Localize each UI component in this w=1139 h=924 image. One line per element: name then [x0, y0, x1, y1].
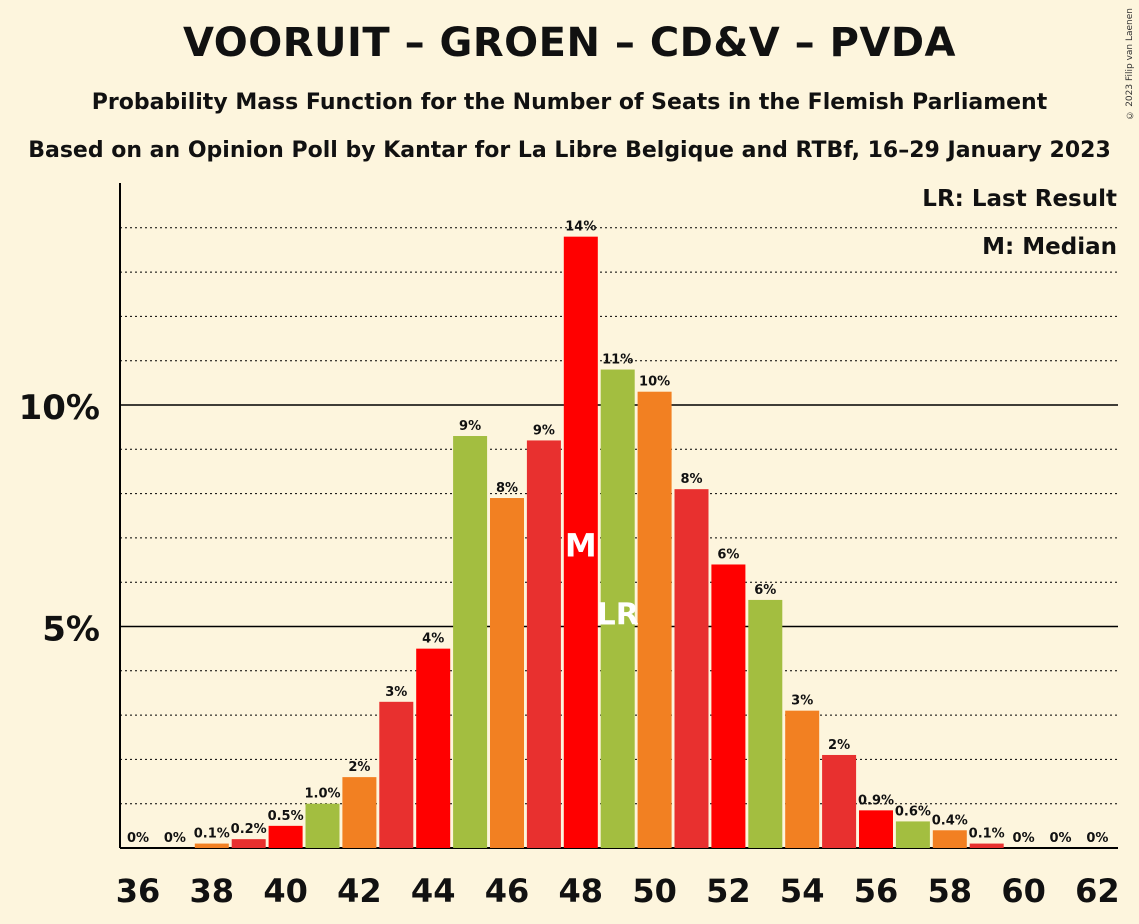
- bar-value-label: 6%: [754, 583, 776, 598]
- x-tick-label: 36: [116, 872, 161, 910]
- chart-subtitle: Probability Mass Function for the Number…: [91, 90, 1048, 115]
- bar-49: [600, 369, 635, 848]
- bar-value-label: 0%: [127, 831, 149, 846]
- bar-44: [416, 648, 451, 848]
- bar-value-label: 0.2%: [231, 822, 267, 837]
- bar-value-label: 2%: [348, 760, 370, 775]
- bar-value-label: 0.6%: [895, 804, 931, 819]
- bar-58: [932, 830, 967, 848]
- bar-value-label: 0.1%: [194, 827, 230, 842]
- x-tick-label: 42: [337, 872, 382, 910]
- bar-39: [231, 839, 266, 848]
- x-tick-label: 56: [854, 872, 899, 910]
- bar-54: [785, 710, 820, 848]
- bar-value-label: 10%: [639, 375, 670, 390]
- bar-40: [268, 825, 303, 848]
- bar-55: [822, 754, 857, 848]
- bar-50: [637, 391, 672, 848]
- bar-48: [563, 236, 598, 848]
- bar-46: [490, 498, 524, 848]
- last-result-marker: LR: [597, 598, 639, 633]
- bar-value-label: 0.1%: [969, 827, 1005, 842]
- bar-56: [859, 810, 893, 848]
- bar-value-label: 0%: [1086, 831, 1108, 846]
- bar-value-label: 3%: [385, 685, 407, 700]
- bar-51: [674, 489, 709, 848]
- x-tick-label: 58: [928, 872, 973, 910]
- x-tick-label: 54: [780, 872, 825, 910]
- bar-value-label: 8%: [496, 481, 518, 496]
- bar-value-label: 0.9%: [858, 793, 894, 808]
- bar-value-label: 14%: [565, 220, 596, 235]
- bar-41: [305, 803, 340, 848]
- y-tick-label: 10%: [19, 388, 100, 428]
- bar-value-label: 2%: [828, 738, 850, 753]
- bar-value-label: 0.5%: [268, 809, 304, 824]
- bar-value-label: 0.4%: [932, 813, 968, 828]
- x-tick-label: 44: [411, 872, 456, 910]
- x-tick-label: 62: [1075, 872, 1120, 910]
- bar-value-label: 4%: [422, 632, 444, 647]
- chart-title: VOORUIT – GROEN – CD&V – PVDA: [182, 20, 957, 66]
- legend-last-result: LR: Last Result: [922, 186, 1117, 212]
- bar-value-label: 11%: [602, 353, 633, 368]
- legend-median: M: Median: [982, 234, 1117, 260]
- bar-value-label: 0%: [164, 831, 186, 846]
- bar-53: [748, 599, 783, 848]
- bar-value-label: 9%: [459, 419, 481, 434]
- bar-value-label: 9%: [533, 423, 555, 438]
- bar-value-label: 6%: [717, 547, 739, 562]
- bar-52: [711, 564, 746, 848]
- x-tick-label: 60: [1001, 872, 1046, 910]
- x-tick-label: 46: [485, 872, 530, 910]
- bar-42: [342, 777, 377, 848]
- bar-value-label: 0%: [1013, 831, 1035, 846]
- bar-57: [895, 821, 930, 848]
- bar-value-label: 8%: [680, 472, 702, 487]
- x-tick-label: 48: [559, 872, 604, 910]
- median-marker: M: [565, 527, 597, 565]
- chart-source: Based on an Opinion Poll by Kantar for L…: [28, 138, 1111, 163]
- bar-43: [379, 701, 414, 848]
- bar-47: [526, 440, 561, 848]
- x-tick-label: 52: [706, 872, 751, 910]
- x-tick-label: 40: [263, 872, 308, 910]
- bar-45: [453, 436, 488, 848]
- bar-value-label: 0%: [1049, 831, 1071, 846]
- y-tick-label: 5%: [42, 610, 100, 650]
- bar-value-label: 1.0%: [304, 787, 340, 802]
- bar-value-label: 3%: [791, 694, 813, 709]
- bar-59: [969, 843, 1004, 848]
- x-tick-label: 38: [190, 872, 235, 910]
- bar-38: [194, 843, 229, 848]
- x-tick-label: 50: [632, 872, 677, 910]
